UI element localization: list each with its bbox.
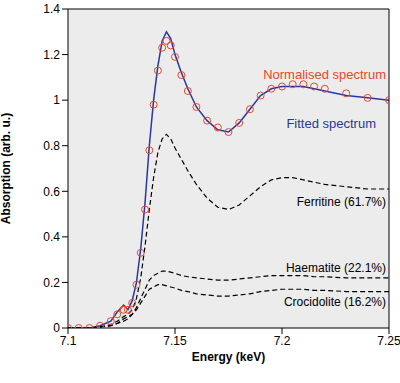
- svg-text:1: 1: [53, 93, 60, 107]
- svg-text:7.1: 7.1: [60, 334, 77, 348]
- svg-text:Energy (keV): Energy (keV): [192, 350, 265, 364]
- svg-text:0.6: 0.6: [43, 185, 60, 199]
- html-text:Normalised spectrum: Normalised spectrum: [263, 67, 386, 82]
- html-text:Crocidolite (16.2%): Crocidolite (16.2%): [284, 295, 386, 309]
- svg-text:7.15: 7.15: [163, 334, 187, 348]
- svg-text:0: 0: [53, 321, 60, 335]
- svg-text:0.2: 0.2: [43, 276, 60, 290]
- html-text:Haematite (22.1%): Haematite (22.1%): [286, 261, 386, 275]
- html-text:Ferritine (61.7%): Ferritine (61.7%): [296, 195, 386, 209]
- svg-text:0.8: 0.8: [43, 139, 60, 153]
- svg-text:7.2: 7.2: [274, 334, 291, 348]
- svg-text:1.4: 1.4: [43, 2, 60, 16]
- html-text:Fitted spectrum: Fitted spectrum: [286, 116, 376, 131]
- svg-text:0.4: 0.4: [43, 230, 60, 244]
- svg-text:7.25: 7.25: [377, 334, 392, 348]
- svg-text:Absorption (arb. u.): Absorption (arb. u.): [8, 113, 13, 224]
- svg-text:1.2: 1.2: [43, 48, 60, 62]
